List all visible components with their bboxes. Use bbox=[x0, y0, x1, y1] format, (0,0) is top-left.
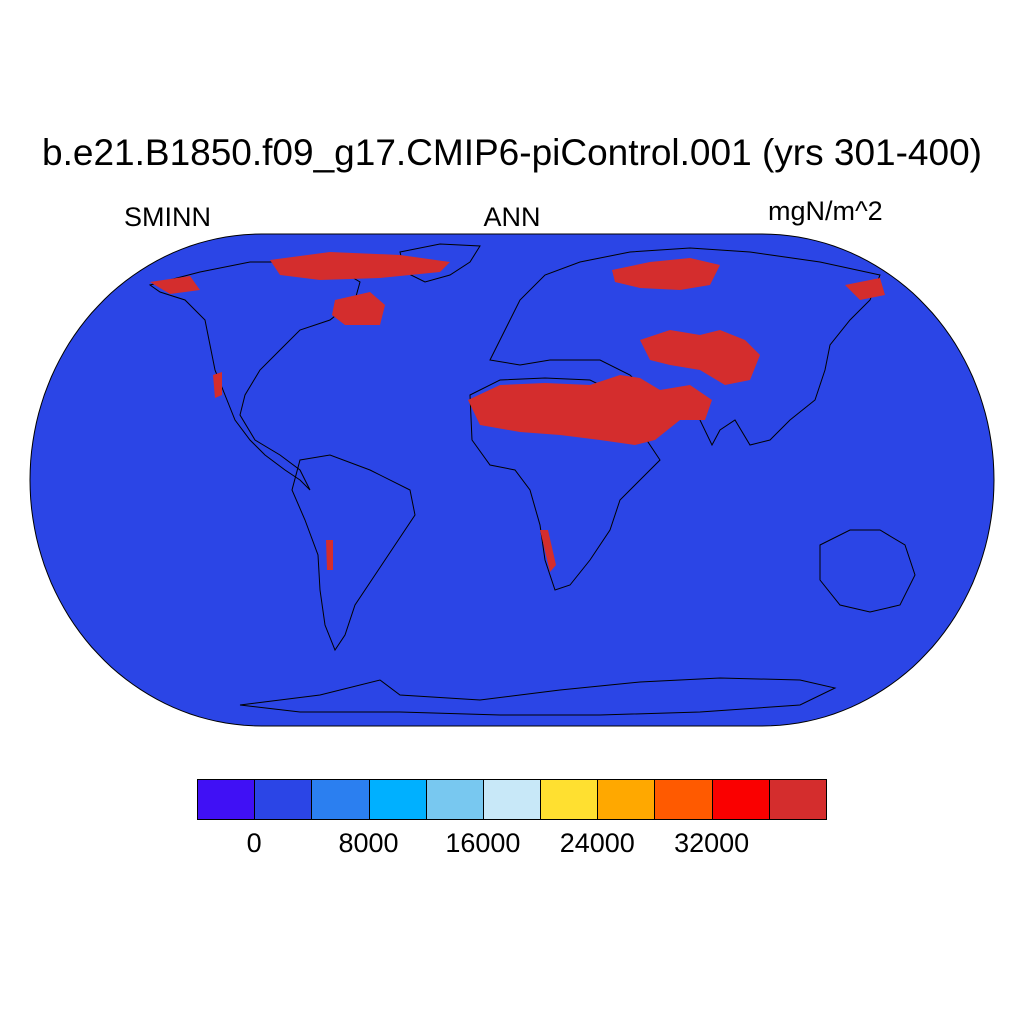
high-chukotka bbox=[845, 278, 885, 300]
colorbar-swatch bbox=[711, 779, 770, 820]
colorbar-swatch bbox=[197, 779, 256, 820]
units-label: mgN/m^2 bbox=[768, 196, 883, 226]
colorbar-swatch bbox=[254, 779, 313, 820]
high-alaska bbox=[150, 276, 200, 294]
colorbar-swatch bbox=[540, 779, 599, 820]
high-namib bbox=[540, 530, 556, 572]
land-australia bbox=[819, 529, 916, 613]
colorbar-tick-label: 16000 bbox=[445, 828, 521, 858]
high-canada bbox=[332, 292, 385, 325]
land-antarctica bbox=[239, 677, 837, 716]
colorbar-tick-label: 24000 bbox=[559, 828, 635, 858]
land-south-america bbox=[291, 454, 416, 652]
colorbar-swatch bbox=[654, 779, 713, 820]
season-label: ANN bbox=[483, 202, 541, 232]
high-baja bbox=[213, 372, 222, 398]
variable-label: SMINN bbox=[124, 202, 211, 232]
high-arctic-archipelago bbox=[270, 252, 450, 280]
colorbar-tick-label: 32000 bbox=[674, 828, 750, 858]
colorbar-tick-label: 8000 bbox=[338, 828, 399, 858]
land-africa bbox=[469, 377, 661, 591]
high-siberia bbox=[612, 258, 720, 290]
map-globe-outline bbox=[29, 233, 995, 727]
colorbar-swatch bbox=[311, 779, 370, 820]
colorbar-swatch bbox=[482, 779, 542, 820]
colorbar-swatch bbox=[425, 779, 484, 820]
high-sahara-arabia bbox=[468, 375, 712, 445]
high-central-asia bbox=[640, 330, 760, 385]
land-eurasia bbox=[489, 247, 881, 447]
plot-title: b.e21.B1850.f09_g17.CMIP6-piControl.001 … bbox=[42, 132, 982, 173]
colorbar-swatch bbox=[768, 779, 827, 820]
colorbar-swatch bbox=[597, 779, 656, 820]
high-atacama bbox=[326, 540, 333, 570]
colorbar-tick-label: 0 bbox=[246, 828, 262, 858]
colorbar-swatch bbox=[368, 779, 427, 820]
map-field bbox=[148, 243, 916, 716]
